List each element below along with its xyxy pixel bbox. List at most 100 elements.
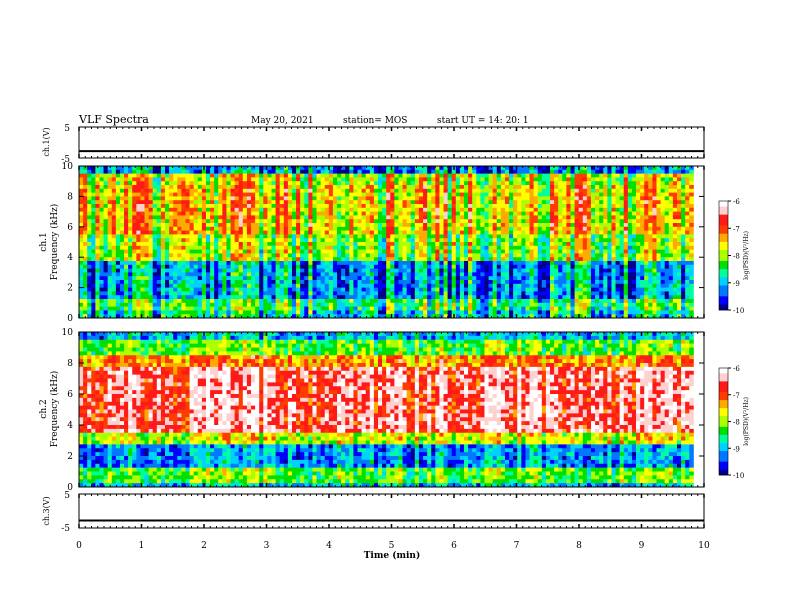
- spectrogram-cell: [246, 310, 252, 315]
- spectrogram-cell: [308, 188, 313, 193]
- spectrogram-cell: [300, 283, 305, 288]
- spectrogram-cell: [316, 226, 322, 231]
- spectrogram-cell: [357, 261, 363, 266]
- spectrogram-cell: [533, 302, 539, 307]
- spectrogram-cell: [468, 302, 473, 307]
- spectrogram-cell: [496, 211, 502, 216]
- spectrogram-cell: [95, 249, 100, 254]
- spectrogram-cell: [144, 276, 150, 281]
- spectrogram-cell: [468, 238, 473, 243]
- spectrogram-cell: [406, 173, 412, 178]
- spectrogram-cell: [423, 272, 428, 277]
- spectrogram-cell: [283, 245, 289, 250]
- spectrogram-cell: [410, 169, 416, 174]
- spectrogram-cell: [300, 299, 305, 304]
- spectrogram-cell: [414, 192, 420, 197]
- spectrogram-cell: [509, 257, 514, 262]
- spectrogram-cell: [214, 264, 219, 269]
- spectrogram-cell: [144, 230, 150, 235]
- spectrogram-cell: [550, 173, 555, 178]
- spectrogram-cell: [128, 192, 133, 197]
- spectrogram-cell: [103, 200, 109, 205]
- spectrogram-cell: [165, 283, 170, 288]
- spectrogram-cell: [79, 257, 84, 262]
- spectrogram-cell: [459, 283, 465, 288]
- spectrogram-cell: [165, 306, 170, 311]
- spectrogram-cell: [242, 299, 248, 304]
- spectrogram-cell: [324, 242, 330, 247]
- spectrogram-cell: [226, 192, 231, 197]
- spectrogram-cell: [386, 207, 391, 212]
- spectrogram-cell: [320, 200, 326, 205]
- spectrogram-cell: [509, 234, 514, 239]
- spectrogram-cell: [291, 242, 297, 247]
- spectrogram-cell: [496, 272, 502, 277]
- spectrogram-cell: [251, 185, 256, 190]
- spectrogram-cell: [373, 302, 379, 307]
- spectrogram-cell: [283, 276, 289, 281]
- spectrogram-cell: [283, 299, 289, 304]
- spectrogram-cell: [79, 181, 84, 186]
- spectrogram-cell: [361, 291, 367, 296]
- spectrogram-cell: [447, 280, 453, 285]
- spectrogram-cell: [406, 272, 412, 277]
- spectrogram-cell: [242, 257, 248, 262]
- spectrogram-cell: [107, 185, 113, 190]
- spectrogram-cell: [337, 264, 342, 269]
- spectrogram-cell: [201, 234, 207, 239]
- spectrogram-cell: [119, 238, 125, 243]
- spectrogram-cell: [476, 261, 481, 266]
- spectrogram-cell: [525, 272, 530, 277]
- spectrogram-cell: [242, 234, 248, 239]
- spectrogram-cell: [181, 234, 186, 239]
- spectrogram-cell: [394, 287, 399, 292]
- spectrogram-cell: [382, 272, 387, 277]
- spectrogram-cell: [378, 261, 383, 266]
- spectrogram-cell: [431, 272, 436, 277]
- spectrogram-cell: [259, 291, 264, 296]
- spectrogram-cell: [99, 185, 104, 190]
- spectrogram-cell: [439, 299, 444, 304]
- spectrogram-cell: [484, 249, 489, 254]
- spectrogram-cell: [287, 211, 293, 216]
- spectrogram-cell: [353, 249, 358, 254]
- spectrogram-cell: [361, 280, 367, 285]
- spectrogram-cell: [341, 226, 346, 231]
- spectrogram-cell: [242, 310, 248, 315]
- spectrogram-cell: [259, 185, 264, 190]
- spectrogram-cell: [177, 188, 182, 193]
- spectrogram-cell: [418, 211, 424, 216]
- spectrogram-cell: [435, 268, 440, 273]
- spectrogram-cell: [226, 219, 231, 224]
- spectrogram-cell: [291, 310, 297, 315]
- spectrogram-cell: [218, 211, 223, 216]
- spectrogram-cell: [251, 169, 256, 174]
- spectrogram-cell: [111, 188, 117, 193]
- spectrogram-cell: [517, 188, 522, 193]
- spectrogram-cell: [365, 276, 371, 281]
- spectrogram-cell: [525, 204, 530, 209]
- spectrogram-cell: [136, 166, 141, 171]
- spectrogram-cell: [99, 230, 104, 235]
- spectrogram-cell: [447, 272, 453, 277]
- spectrogram-cell: [148, 219, 154, 224]
- spectrogram-cell: [300, 295, 305, 300]
- spectrogram-cell: [398, 200, 403, 205]
- spectrogram-cell: [488, 223, 494, 228]
- spectrogram-cell: [533, 287, 539, 292]
- spectrogram-cell: [410, 177, 416, 182]
- spectrogram-cell: [390, 245, 395, 250]
- spectrogram-cell: [365, 249, 371, 254]
- spectrogram-cell: [517, 272, 522, 277]
- spectrogram-cell: [504, 188, 510, 193]
- spectrogram-cell: [492, 219, 498, 224]
- spectrogram-cell: [402, 306, 408, 311]
- spectrogram-cell: [238, 268, 244, 273]
- spectrogram-cell: [533, 314, 539, 319]
- spectrogram-cell: [238, 234, 244, 239]
- spectrogram-cell: [296, 173, 301, 178]
- spectrogram-cell: [341, 185, 346, 190]
- spectrogram-cell: [439, 234, 444, 239]
- spectrogram-cell: [136, 302, 141, 307]
- spectrogram-cell: [558, 283, 563, 288]
